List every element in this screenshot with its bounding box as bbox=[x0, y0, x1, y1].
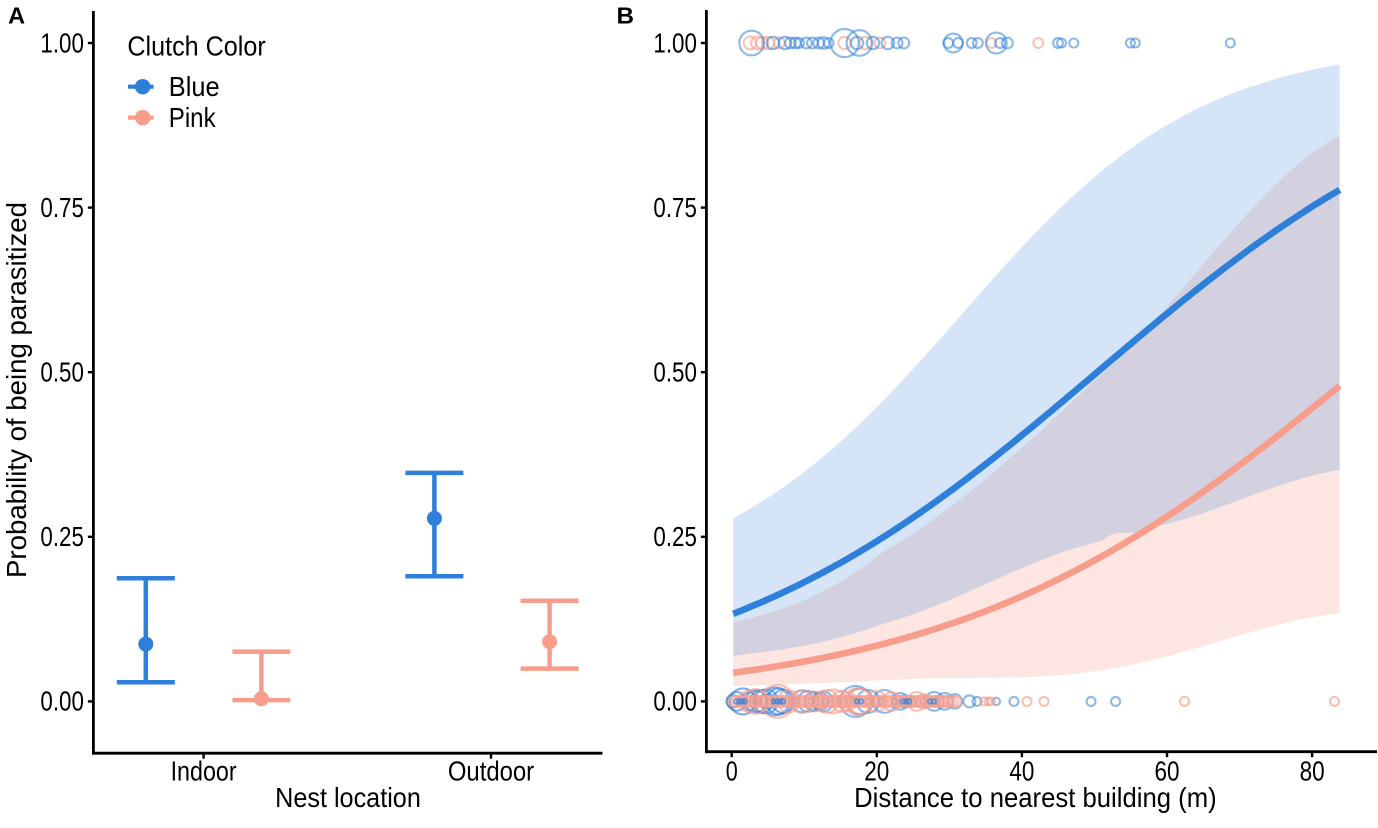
svg-text:20: 20 bbox=[864, 756, 889, 787]
svg-text:60: 60 bbox=[1155, 756, 1180, 787]
svg-text:0.00: 0.00 bbox=[40, 686, 84, 717]
svg-text:0.75: 0.75 bbox=[40, 192, 84, 223]
svg-text:0.75: 0.75 bbox=[653, 192, 697, 223]
svg-text:0.50: 0.50 bbox=[653, 357, 697, 388]
svg-text:Blue: Blue bbox=[169, 71, 220, 102]
svg-text:Nest location: Nest location bbox=[275, 782, 421, 813]
svg-text:B: B bbox=[617, 3, 635, 29]
svg-text:0.25: 0.25 bbox=[653, 521, 697, 552]
svg-text:Distance to nearest building (: Distance to nearest building (m) bbox=[854, 782, 1217, 813]
svg-text:40: 40 bbox=[1009, 756, 1034, 787]
svg-text:0.25: 0.25 bbox=[40, 521, 84, 552]
svg-text:Outdoor: Outdoor bbox=[448, 756, 534, 787]
svg-text:Probability of being parasitiz: Probability of being parasitized bbox=[1, 202, 32, 578]
svg-text:0.00: 0.00 bbox=[653, 686, 697, 717]
svg-text:1.00: 1.00 bbox=[653, 27, 697, 58]
svg-text:0: 0 bbox=[726, 756, 738, 787]
svg-text:80: 80 bbox=[1300, 756, 1325, 787]
svg-text:Indoor: Indoor bbox=[171, 756, 237, 787]
svg-text:A: A bbox=[8, 3, 25, 29]
svg-text:Pink: Pink bbox=[169, 102, 216, 133]
svg-text:Clutch Color: Clutch Color bbox=[127, 31, 265, 62]
svg-text:1.00: 1.00 bbox=[40, 27, 84, 58]
svg-text:0.50: 0.50 bbox=[40, 357, 84, 388]
